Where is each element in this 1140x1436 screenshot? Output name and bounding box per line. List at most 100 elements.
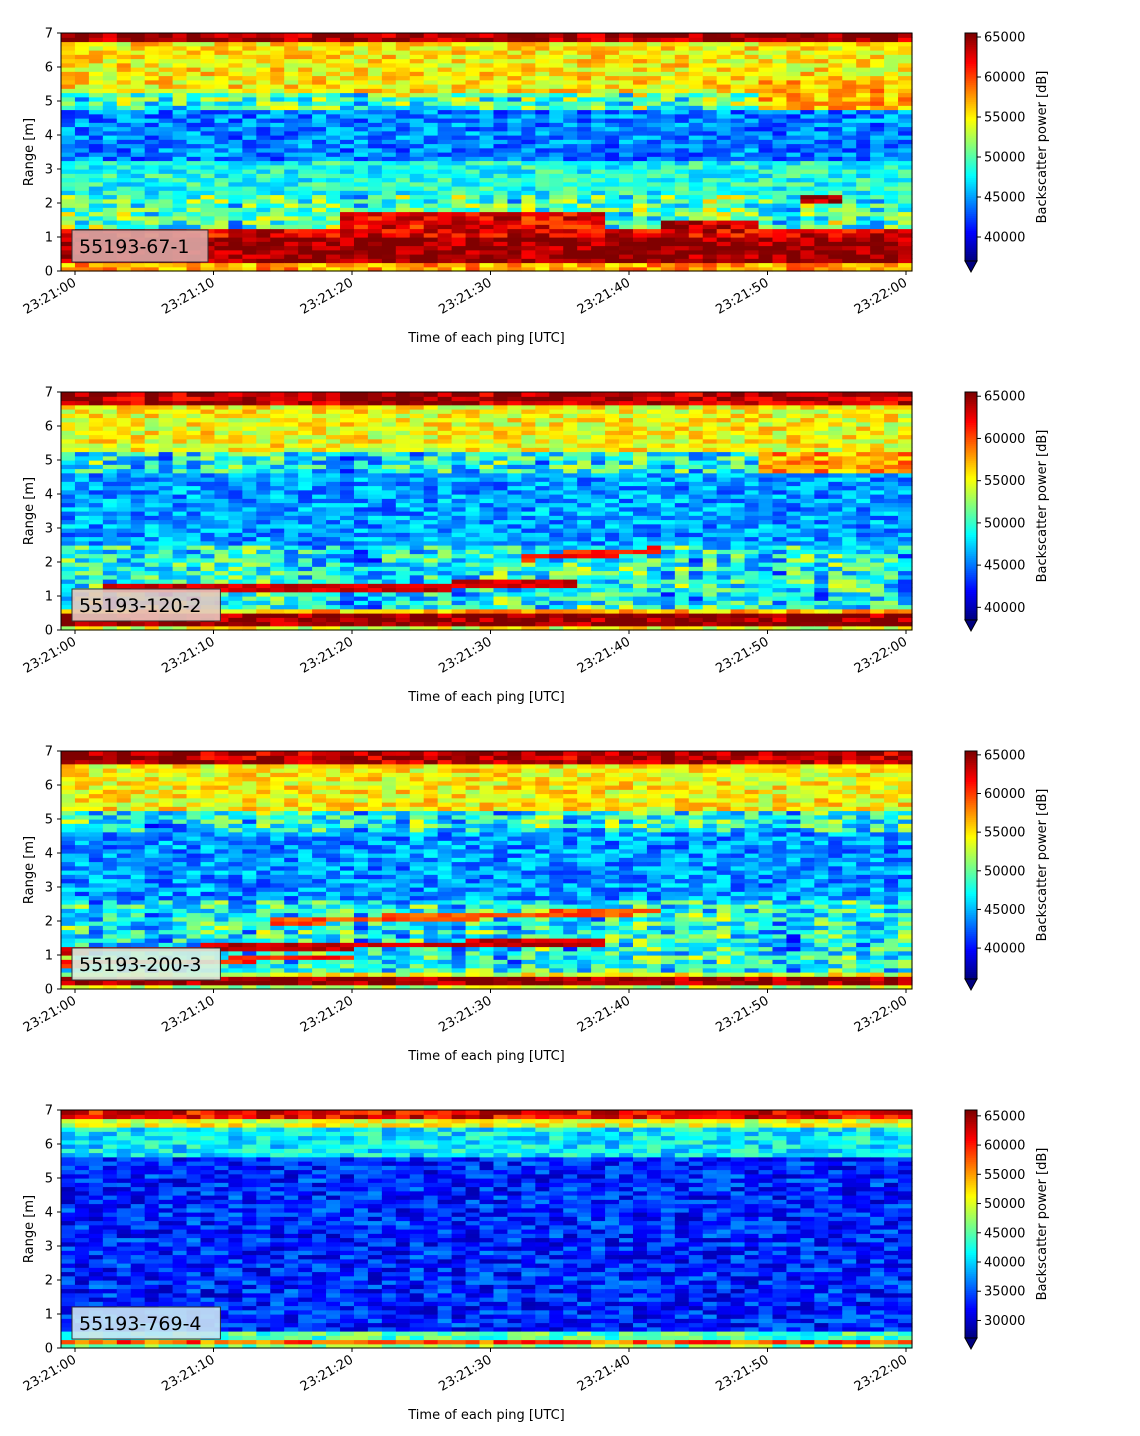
colorbar-label: Backscatter power [dB] <box>1035 789 1050 942</box>
y-tick-label: 3 <box>45 881 53 896</box>
plot-frame <box>60 391 913 631</box>
colorbar-tick-label: 50000 <box>984 1197 1025 1212</box>
y-tick-label: 2 <box>45 556 53 571</box>
y-tick-label: 7 <box>45 386 53 401</box>
y-tick-label: 5 <box>45 95 53 110</box>
y-tick-label: 7 <box>45 1104 53 1119</box>
colorbar-tick-label: 65000 <box>984 748 1025 763</box>
y-tick-label: 4 <box>45 847 53 862</box>
colorbar: 40000 45000 50000 55000 60000 65000 Backscatte… <box>964 390 1050 633</box>
colorbar-tick-label: 55000 <box>984 1168 1025 1183</box>
panel-annotation: 55193-769-4 <box>71 1306 221 1340</box>
colorbar-extend-arrow <box>964 619 978 633</box>
y-tick-label: 3 <box>45 1240 53 1255</box>
colorbar-tick-label: 60000 <box>984 432 1025 447</box>
y-tick-label: 0 <box>45 1342 53 1357</box>
y-tick-label: 1 <box>45 949 53 964</box>
x-tick-label: 23:21:40 <box>575 993 633 1035</box>
x-tick-label: 23:22:00 <box>852 634 910 676</box>
heatmap-cells <box>61 1110 913 1349</box>
x-tick-label: 23:21:20 <box>298 993 356 1035</box>
y-tick-label: 4 <box>45 488 53 503</box>
colorbar-tick-label: 40000 <box>984 601 1025 616</box>
x-tick-label: 23:21:40 <box>575 634 633 676</box>
colorbar-extend-arrow <box>964 978 978 992</box>
y-tick-label: 1 <box>45 231 53 246</box>
panel-annotation-text: 55193-200-3 <box>79 954 202 976</box>
x-tick-label: 23:21:20 <box>298 634 356 676</box>
x-tick-label: 23:21:00 <box>21 634 79 676</box>
y-tick-label: 5 <box>45 813 53 828</box>
colorbar-tick-label: 35000 <box>984 1285 1025 1300</box>
y-tick-label: 0 <box>45 983 53 998</box>
colorbar-tick-label: 45000 <box>984 191 1025 206</box>
panel-1: 0 1 2 3 4 5 6 7 23:21:00 23:21:10 23:21:20 23:21:30… <box>21 27 1050 347</box>
x-tick-label: 23:21:30 <box>436 275 494 317</box>
x-tick-label: 23:22:00 <box>852 1352 910 1394</box>
x-tick-label: 23:21:20 <box>298 275 356 317</box>
x-axis-label: Time of each ping [UTC] <box>407 1408 565 1423</box>
colorbar-tick-label: 60000 <box>984 1139 1025 1154</box>
y-tick-label: 2 <box>45 197 53 212</box>
x-tick-label: 23:22:00 <box>852 275 910 317</box>
heatmap-cells <box>61 392 913 631</box>
y-tick-label: 2 <box>45 915 53 930</box>
y-tick-label: 2 <box>45 1274 53 1289</box>
x-tick-label: 23:21:10 <box>159 275 217 317</box>
y-axis-label: Range [m] <box>22 477 37 545</box>
x-tick-label: 23:21:40 <box>575 275 633 317</box>
x-tick-label: 23:21:50 <box>713 634 771 676</box>
y-tick-label: 5 <box>45 454 53 469</box>
plot-frame <box>60 750 913 990</box>
colorbar-tick-label: 50000 <box>984 864 1025 879</box>
colorbar: 40000 45000 50000 55000 60000 65000 Backscatte… <box>964 748 1050 992</box>
x-tick-label: 23:21:20 <box>298 1352 356 1394</box>
y-tick-label: 6 <box>45 61 53 76</box>
x-axis-label: Time of each ping [UTC] <box>407 690 565 705</box>
colorbar-tick-label: 65000 <box>984 31 1025 46</box>
plot-frame <box>60 1109 913 1349</box>
heatmap-cells <box>61 33 913 272</box>
colorbar-extend-arrow <box>964 1337 978 1351</box>
y-tick-label: 4 <box>45 129 53 144</box>
colorbar-tick-label: 50000 <box>984 151 1025 166</box>
colorbar-tick-label: 40000 <box>984 1256 1025 1271</box>
y-tick-label: 7 <box>45 745 53 760</box>
y-tick-label: 7 <box>45 27 53 42</box>
colorbar-tick-label: 30000 <box>984 1314 1025 1329</box>
x-axis-label: Time of each ping [UTC] <box>407 331 565 346</box>
y-tick-label: 6 <box>45 779 53 794</box>
x-tick-label: 23:21:30 <box>436 634 494 676</box>
colorbar-tick-label: 65000 <box>984 390 1025 405</box>
colorbar-tick-label: 45000 <box>984 1226 1025 1241</box>
x-tick-label: 23:21:50 <box>713 275 771 317</box>
colorbar-label: Backscatter power [dB] <box>1035 430 1050 583</box>
x-tick-label: 23:21:40 <box>575 1352 633 1394</box>
panel-4: 0 1 2 3 4 5 6 7 23:21:00 23:21:10 23:21:20 23:21:30… <box>21 1104 1050 1424</box>
colorbar-tick-label: 60000 <box>984 71 1025 86</box>
y-axis-label: Range [m] <box>22 118 37 186</box>
colorbar-label: Backscatter power [dB] <box>1035 71 1050 224</box>
y-tick-label: 3 <box>45 163 53 178</box>
colorbar-tick-label: 50000 <box>984 516 1025 531</box>
panel-annotation: 55193-67-1 <box>71 229 209 263</box>
x-tick-label: 23:21:00 <box>21 1352 79 1394</box>
heatmap-cells <box>61 751 913 990</box>
y-tick-label: 0 <box>45 265 53 280</box>
x-tick-label: 23:21:00 <box>21 993 79 1035</box>
colorbar-tick-label: 60000 <box>984 787 1025 802</box>
y-tick-label: 3 <box>45 522 53 537</box>
y-tick-label: 1 <box>45 1308 53 1323</box>
colorbar-tick-label: 55000 <box>984 826 1025 841</box>
x-tick-label: 23:22:00 <box>852 993 910 1035</box>
panel-2: 0 1 2 3 4 5 6 7 23:21:00 23:21:10 23:21:20 23:21:30… <box>21 386 1050 706</box>
panel-annotation: 55193-120-2 <box>71 588 221 622</box>
x-tick-label: 23:21:30 <box>436 993 494 1035</box>
y-tick-label: 0 <box>45 624 53 639</box>
colorbar-tick-label: 40000 <box>984 231 1025 246</box>
colorbar-extend-arrow <box>964 260 978 274</box>
x-tick-label: 23:21:10 <box>159 634 217 676</box>
colorbar-tick-label: 45000 <box>984 903 1025 918</box>
y-axis-label: Range [m] <box>22 836 37 904</box>
y-tick-label: 6 <box>45 1138 53 1153</box>
